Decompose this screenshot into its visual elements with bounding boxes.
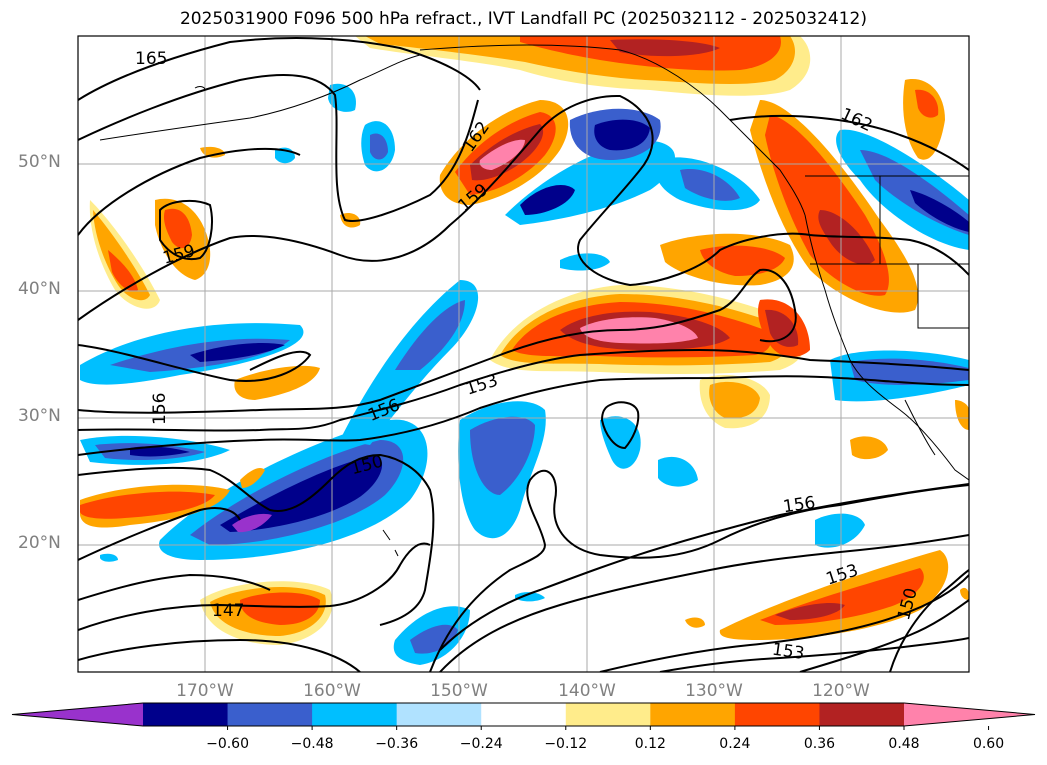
colorbar-tick-label: −0.36: [375, 736, 419, 752]
colorbar-tick-label: 0.12: [634, 736, 666, 752]
colorbar-extend-high: [904, 703, 1035, 726]
colorbar-outline: [11, 702, 1036, 727]
longitude-label: 160°W: [303, 681, 361, 701]
colorbar-tick-label: −0.48: [290, 736, 334, 752]
colorbar-segment: [227, 703, 313, 726]
latitude-label: 20°N: [18, 533, 61, 553]
colorbar-tick-label: 0.60: [972, 736, 1005, 752]
contour-label: 156: [150, 393, 170, 425]
colorbar-extend-low: [12, 703, 143, 726]
longitude-label: 130°W: [685, 681, 743, 701]
map-border: [77, 35, 970, 673]
contour-label: 156: [782, 493, 817, 517]
latitude-label: 50°N: [18, 152, 61, 172]
colorbar-tick-label: 0.48: [888, 736, 920, 752]
contour-label: 153: [771, 640, 806, 664]
shaded-field: [80, 36, 969, 665]
colorbar-tick-label: −0.24: [459, 736, 503, 752]
colorbar-segment: [650, 703, 736, 726]
colorbar-segment: [143, 703, 229, 726]
colorbar-segment: [734, 703, 820, 726]
longitude-label: 150°W: [430, 681, 488, 701]
height-contours: [78, 37, 969, 672]
colorbar-segment: [819, 703, 905, 726]
contour-label: 147: [212, 601, 244, 621]
latitude-label: 40°N: [18, 279, 61, 299]
colorbar-segment: [481, 703, 567, 726]
colorbar: [11, 702, 1036, 730]
contour-label: 153: [463, 371, 500, 400]
colorbar-tick-label: −0.12: [544, 736, 588, 752]
latitude-label: 30°N: [18, 406, 61, 426]
colorbar-segment: [565, 703, 651, 726]
longitude-label: 170°W: [176, 681, 234, 701]
colorbar-tick-label: −0.60: [206, 736, 249, 752]
colorbar-tick-label: 0.24: [719, 736, 751, 752]
longitude-label: 140°W: [558, 681, 616, 701]
map-title: 2025031900 F096 500 hPa refract., IVT La…: [179, 9, 867, 29]
colorbar-tick-label: 0.36: [803, 736, 836, 752]
coastlines: [99, 44, 969, 557]
graticule: [78, 36, 969, 672]
colorbar-segment: [396, 703, 482, 726]
contour-label: 165: [135, 49, 167, 69]
colorbar-segment: [312, 703, 398, 726]
longitude-label: 120°W: [812, 681, 870, 701]
